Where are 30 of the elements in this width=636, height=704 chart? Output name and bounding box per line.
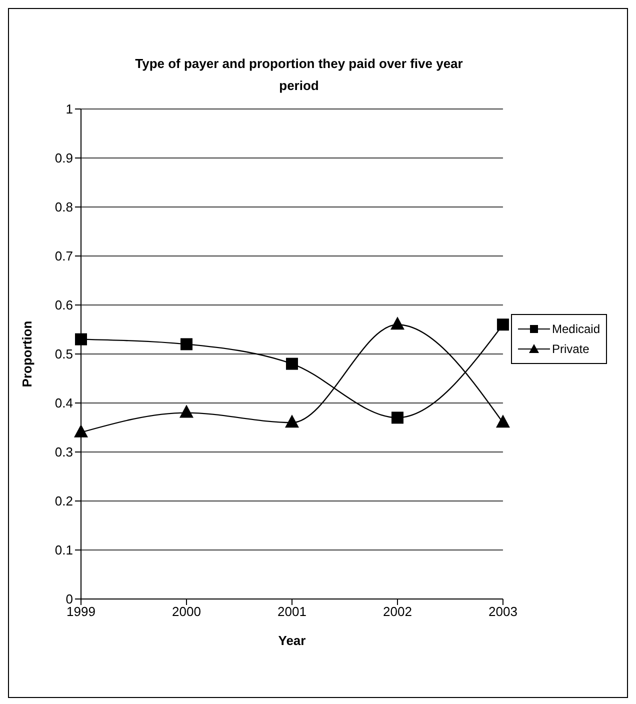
y-tick-label: 0.3 xyxy=(54,444,73,460)
point xyxy=(75,333,87,346)
y-tick-label: 1 xyxy=(66,102,73,117)
chart-title: Type of payer and proportion they paid over five year period xyxy=(134,55,464,95)
x-tick-label: 2002 xyxy=(383,604,412,620)
x-tick-label: 2001 xyxy=(278,604,306,620)
point xyxy=(286,358,298,370)
y-tick-label: 0 xyxy=(66,592,73,607)
y-tick-label: 0.7 xyxy=(54,248,73,264)
y-tick-label: 0.2 xyxy=(54,494,73,509)
x-tick-label: 2000 xyxy=(172,604,201,620)
x-axis-title: Year xyxy=(278,633,306,648)
x-tick-label: 2003 xyxy=(488,604,518,620)
legend-label: Medicaid xyxy=(552,322,600,336)
y-tick-label: 0.6 xyxy=(54,298,73,313)
y-tick-label: 0.5 xyxy=(54,346,73,362)
point xyxy=(179,404,194,418)
legend-label: Private xyxy=(552,342,590,356)
y-tick-label: 0.4 xyxy=(54,396,73,411)
point xyxy=(284,414,299,428)
point xyxy=(74,424,88,438)
point xyxy=(496,318,509,331)
point xyxy=(496,414,510,428)
y-tick-label: 0.8 xyxy=(54,200,73,215)
y-tick-label: 0.1 xyxy=(54,542,73,558)
point xyxy=(391,412,404,424)
point xyxy=(180,338,192,350)
x-tick-label: 1999 xyxy=(66,604,96,620)
y-axis-title: Proportion xyxy=(20,320,35,388)
y-tick-label: 0.9 xyxy=(54,150,73,166)
